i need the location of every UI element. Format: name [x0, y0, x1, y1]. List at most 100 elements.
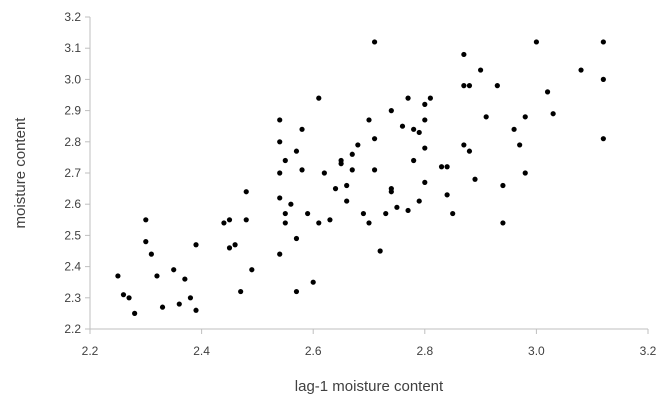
data-point: [349, 151, 355, 157]
data-point: [238, 288, 244, 295]
y-axis-title: moisture content: [12, 117, 29, 229]
data-point: [120, 292, 127, 298]
y-tick-label: 2.7: [64, 166, 81, 180]
y-tick-label: 2.5: [64, 228, 81, 242]
x-tick-label: 2.4: [193, 344, 210, 358]
data-point: [243, 217, 249, 223]
data-point: [305, 210, 311, 217]
data-point: [600, 136, 606, 142]
data-point: [154, 273, 160, 279]
x-tick-label: 3.0: [528, 344, 545, 358]
y-tick-label: 2.4: [64, 260, 81, 274]
y-tick-label: 2.6: [64, 197, 81, 211]
x-tick-label: 3.2: [640, 344, 657, 358]
y-tick-label: 3.0: [64, 72, 81, 86]
data-point: [461, 83, 467, 89]
data-point: [422, 145, 428, 151]
data-point: [277, 195, 283, 201]
data-point: [221, 220, 227, 226]
data-point: [461, 142, 467, 148]
data-point: [316, 95, 322, 101]
data-point: [193, 307, 199, 313]
data-point: [143, 239, 149, 245]
data-point: [243, 189, 249, 195]
y-tick-label: 3.2: [64, 10, 81, 24]
data-point: [159, 304, 166, 310]
data-point: [349, 167, 355, 173]
data-point: [187, 295, 194, 301]
data-point: [327, 217, 333, 223]
data-point: [494, 83, 500, 89]
plot-axes: [89, 17, 648, 330]
data-point: [344, 198, 350, 204]
data-point: [405, 95, 411, 101]
data-point: [321, 170, 327, 176]
data-point: [232, 242, 238, 248]
data-point: [316, 220, 322, 226]
data-point: [522, 170, 528, 176]
data-point: [388, 108, 394, 114]
data-point: [500, 220, 506, 226]
data-point: [461, 51, 467, 58]
data-point: [422, 179, 428, 185]
data-point: [360, 210, 367, 217]
data-point: [344, 182, 350, 189]
data-point: [438, 164, 445, 170]
data-point: [293, 148, 300, 154]
data-point: [182, 276, 188, 282]
data-point: [366, 220, 372, 226]
data-point: [338, 161, 344, 167]
data-point: [355, 142, 361, 148]
data-point: [293, 235, 300, 242]
data-point: [383, 210, 389, 217]
data-point: [371, 136, 378, 142]
data-point: [444, 192, 450, 198]
x-axis-ticks: 2.2 2.4 2.6 2.8 3.0 3.2: [82, 329, 657, 358]
data-point: [533, 39, 540, 45]
data-point: [171, 267, 177, 273]
x-tick-label: 2.6: [305, 344, 322, 358]
data-point: [600, 39, 606, 45]
data-point: [411, 157, 417, 164]
data-point: [293, 288, 300, 295]
data-point: [126, 295, 132, 301]
data-point: [299, 126, 305, 132]
data-point: [282, 220, 288, 226]
data-point: [310, 279, 316, 285]
data-point: [277, 117, 283, 123]
data-point: [394, 204, 400, 210]
x-axis-title: lag-1 moisture content: [295, 378, 444, 395]
data-point: [422, 101, 428, 107]
data-point: [277, 170, 283, 176]
y-tick-label: 2.3: [64, 291, 81, 305]
data-point: [466, 148, 473, 154]
data-point: [411, 126, 417, 132]
data-point: [176, 301, 182, 307]
data-point: [450, 210, 456, 217]
x-tick-label: 2.2: [82, 344, 99, 358]
data-point: [522, 114, 528, 120]
x-tick-label: 2.8: [416, 344, 433, 358]
data-point: [405, 207, 411, 214]
data-point: [371, 167, 378, 173]
data-point: [550, 111, 556, 117]
data-point: [226, 217, 233, 223]
data-point: [277, 139, 283, 145]
data-point: [132, 310, 138, 316]
data-point: [500, 182, 506, 189]
data-point: [282, 210, 288, 217]
data-point: [483, 114, 489, 120]
data-point: [416, 198, 422, 204]
data-point: [143, 217, 149, 223]
data-point: [115, 273, 121, 279]
data-point: [472, 176, 478, 182]
data-point: [511, 126, 517, 132]
data-point: [388, 189, 394, 195]
data-point: [332, 186, 339, 192]
y-tick-label: 3.1: [64, 41, 81, 55]
data-point: [578, 67, 584, 73]
y-tick-label: 2.8: [64, 135, 81, 149]
data-points: [115, 39, 606, 316]
data-point: [288, 201, 294, 207]
